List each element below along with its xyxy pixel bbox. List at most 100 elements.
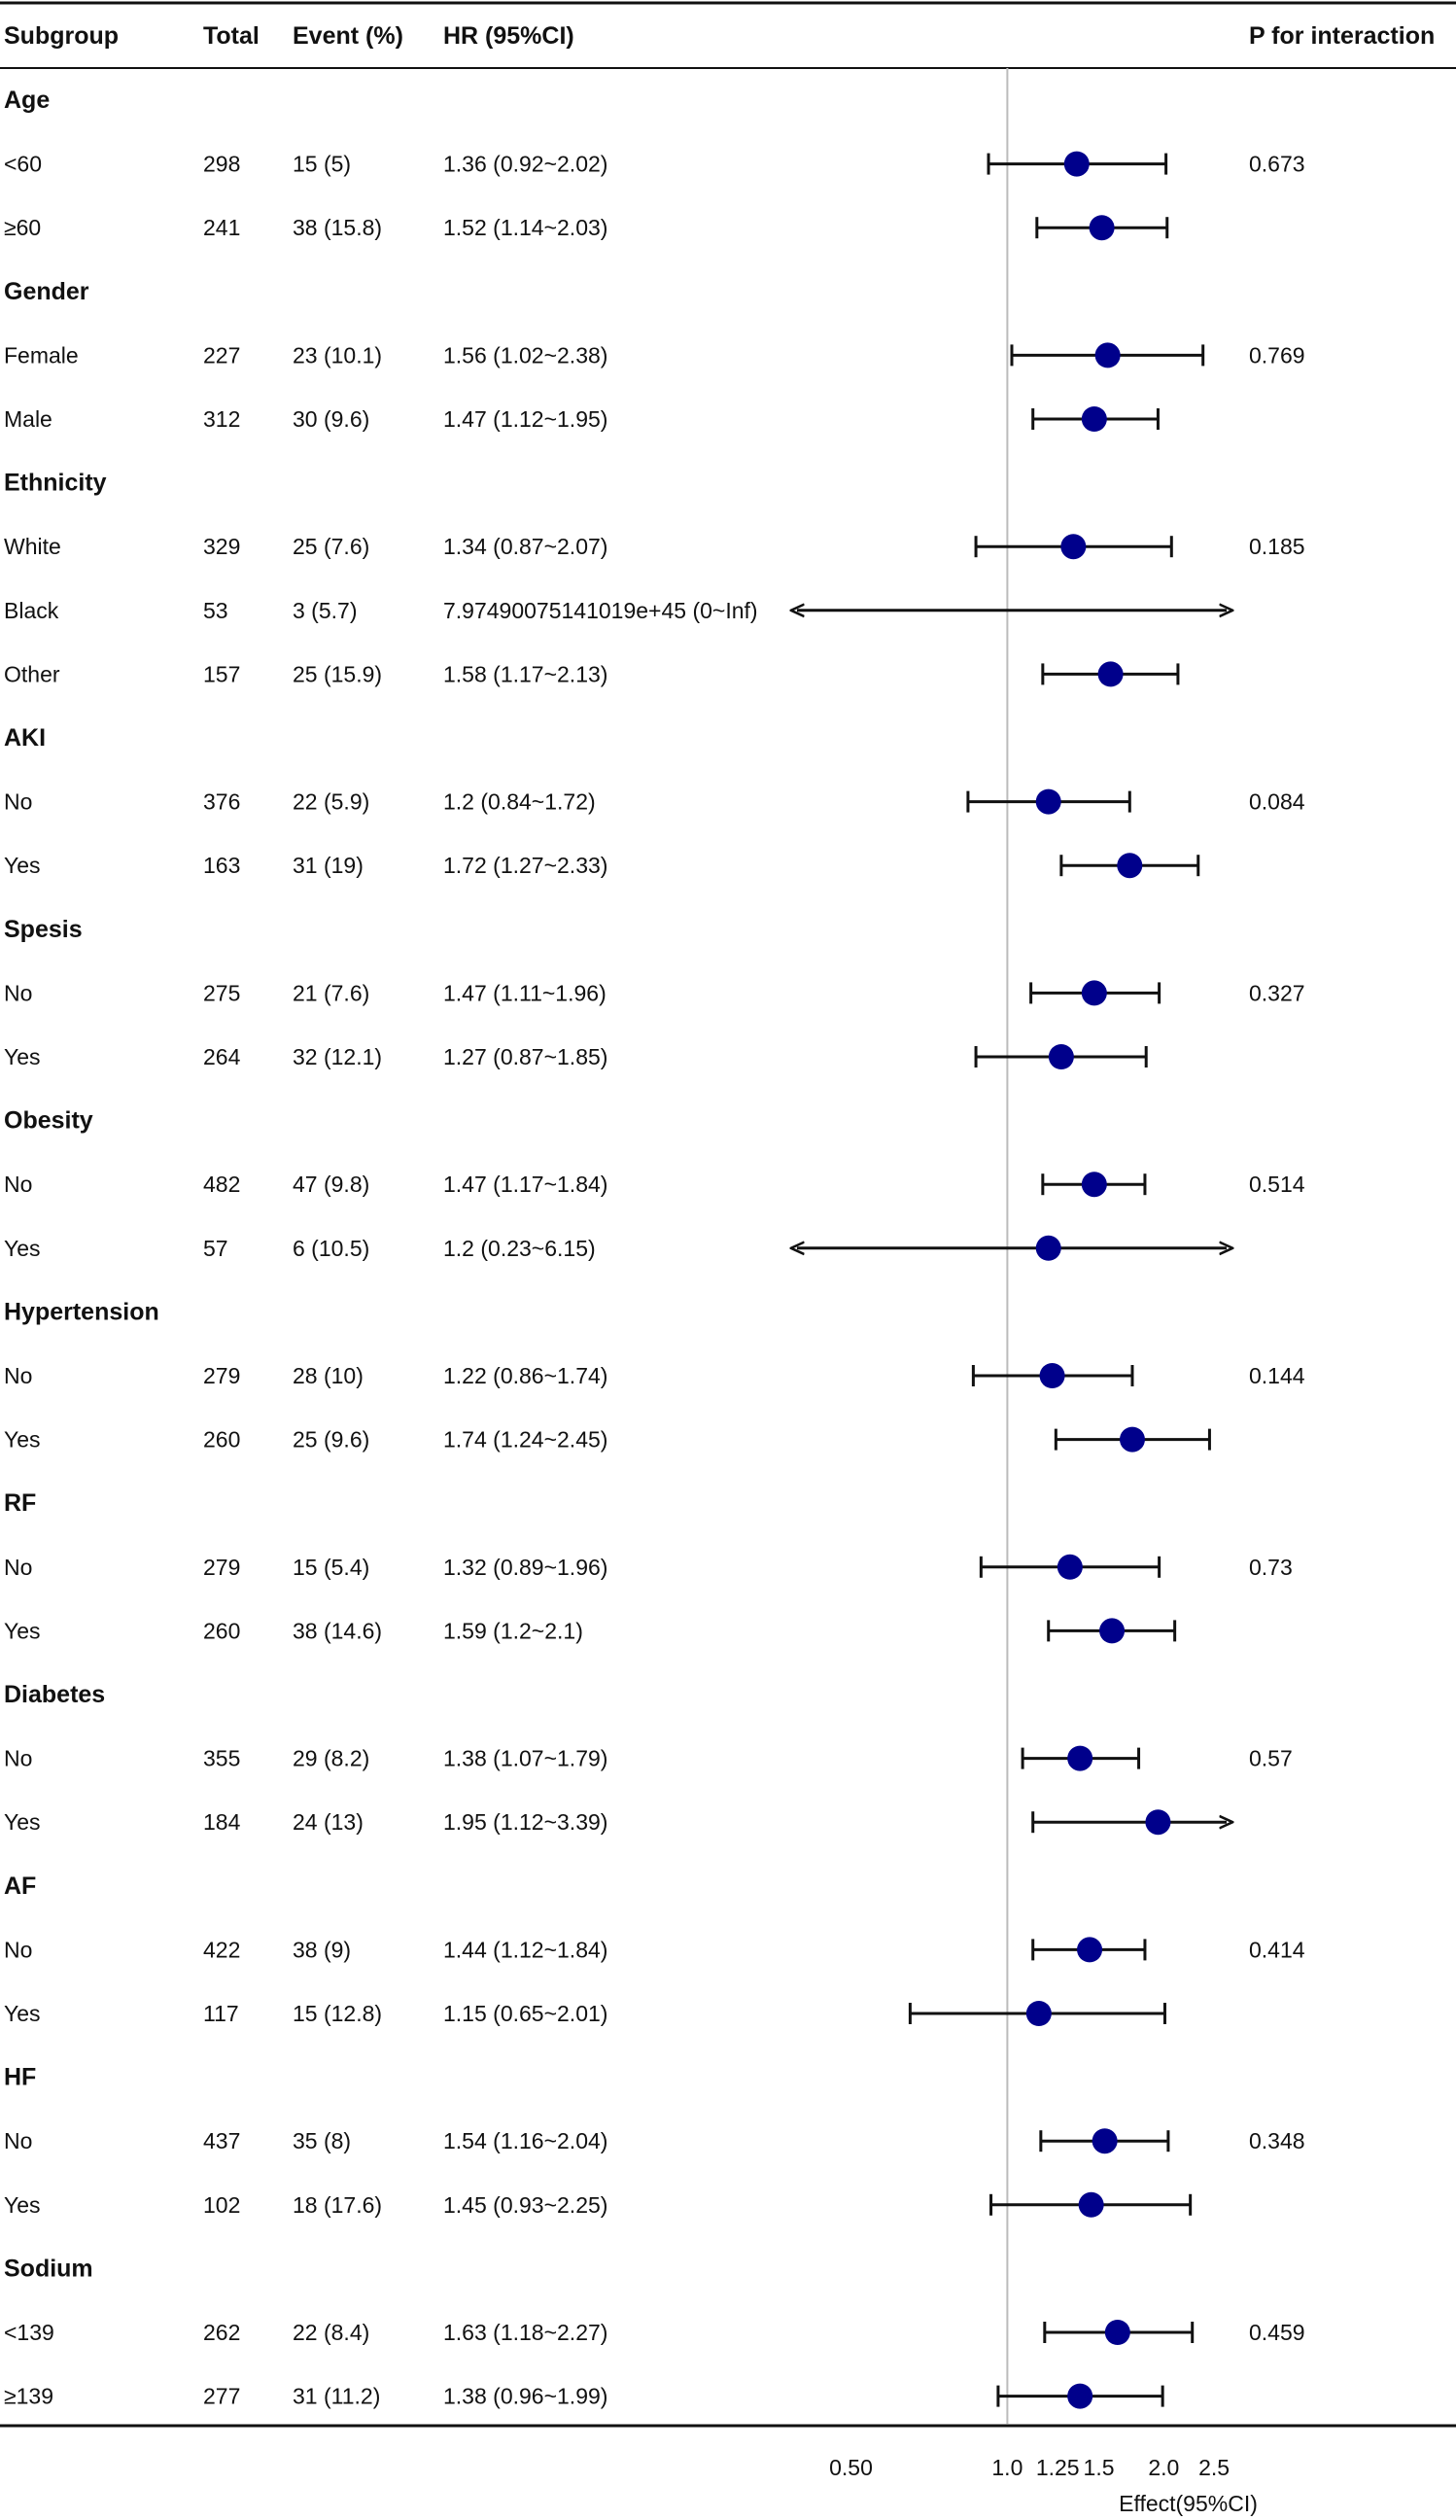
row-hr-text: 1.34 (0.87~2.07) (443, 534, 607, 559)
row-label: Yes (4, 1427, 41, 1452)
hr-point (1035, 788, 1061, 815)
p-interaction: 0.769 (1249, 342, 1305, 368)
group-label: Diabetes (4, 1681, 105, 1708)
row-label: Yes (4, 1044, 41, 1069)
x-tick-label: 1.0 (991, 2455, 1023, 2480)
hr-point (1057, 1554, 1083, 1580)
hr-point (1081, 1172, 1107, 1198)
hr-point (1089, 215, 1115, 241)
row-hr-text: 1.2 (0.23~6.15) (443, 1236, 596, 1261)
row-hr-text: 1.36 (0.92~2.02) (443, 152, 607, 177)
row-label: Yes (4, 2192, 41, 2218)
row-total: 279 (203, 1363, 240, 1388)
row-hr-text: 1.72 (1.27~2.33) (443, 853, 607, 878)
row-total: 117 (203, 2001, 239, 2026)
header-total: Total (203, 22, 260, 50)
row-event: 38 (9) (293, 1937, 351, 1962)
row-hr-text: 1.56 (1.02~2.38) (443, 342, 607, 368)
row-event: 15 (12.8) (293, 2001, 382, 2026)
row-label: ≥139 (4, 2384, 53, 2409)
group-label: Obesity (4, 1107, 93, 1135)
row-event: 38 (15.8) (293, 215, 382, 240)
row-hr-text: 1.27 (0.87~1.85) (443, 1044, 607, 1069)
row-hr-text: 1.44 (1.12~1.84) (443, 1937, 607, 1962)
p-interaction: 0.514 (1249, 1172, 1305, 1197)
row-label: Yes (4, 1618, 41, 1643)
group-label: Gender (4, 278, 89, 305)
row-total: 241 (203, 215, 240, 240)
row-label: Other (4, 661, 60, 686)
hr-point (1035, 1235, 1061, 1261)
hr-point (1067, 2383, 1093, 2409)
row-hr-text: 1.54 (1.16~2.04) (443, 2128, 607, 2153)
row-event: 23 (10.1) (293, 342, 382, 368)
hr-point (1067, 1745, 1093, 1771)
x-tick-label: 2.0 (1148, 2455, 1179, 2480)
x-axis-title: Effect(95%CI) (1119, 2491, 1258, 2516)
row-hr-text: 1.22 (0.86~1.74) (443, 1363, 607, 1388)
hr-point (1097, 661, 1124, 687)
row-event: 31 (19) (293, 853, 364, 878)
row-total: 184 (203, 1809, 241, 1835)
row-event: 31 (11.2) (293, 2384, 380, 2409)
p-interaction: 0.673 (1249, 152, 1305, 177)
hr-point (1145, 1809, 1171, 1836)
row-total: 277 (203, 2384, 240, 2409)
p-interaction: 0.185 (1249, 534, 1305, 559)
row-total: 260 (203, 1427, 240, 1452)
row-total: 264 (203, 1044, 241, 1069)
row-total: 275 (203, 980, 240, 1005)
row-label: No (4, 1746, 32, 1771)
hr-point (1119, 1426, 1145, 1452)
row-event: 24 (13) (293, 1809, 364, 1835)
hr-point (1092, 2128, 1118, 2154)
row-event: 22 (8.4) (293, 2320, 369, 2345)
row-total: 437 (203, 2128, 240, 2153)
row-event: 25 (9.6) (293, 1427, 369, 1452)
row-event: 28 (10) (293, 1363, 364, 1388)
row-hr-text: 1.32 (0.89~1.96) (443, 1555, 607, 1580)
row-label: Yes (4, 1236, 41, 1261)
row-label: Female (4, 342, 79, 368)
row-label: <60 (4, 152, 42, 177)
hr-point (1117, 853, 1143, 879)
row-hr-text: 1.15 (0.65~2.01) (443, 2001, 607, 2026)
x-tick-label: 0.50 (829, 2455, 873, 2480)
row-event: 38 (14.6) (293, 1618, 382, 1643)
row-total: 422 (203, 1937, 240, 1962)
group-label: Spesis (4, 916, 83, 943)
row-label: No (4, 1172, 32, 1197)
row-label: No (4, 980, 32, 1005)
group-label: Ethnicity (4, 470, 107, 497)
hr-point (1063, 151, 1090, 177)
row-total: 53 (203, 598, 228, 623)
hr-point (1039, 1363, 1065, 1388)
group-label: Sodium (4, 2255, 93, 2282)
row-label: No (4, 2128, 32, 2153)
row-event: 25 (15.9) (293, 661, 382, 686)
row-hr-text: 1.58 (1.17~2.13) (443, 661, 607, 686)
row-total: 355 (203, 1746, 240, 1771)
row-label: <139 (4, 2320, 54, 2345)
row-event: 35 (8) (293, 2128, 351, 2153)
row-event: 15 (5) (293, 152, 351, 177)
row-label: Male (4, 406, 52, 432)
hr-point (1025, 2001, 1052, 2026)
row-event: 22 (5.9) (293, 789, 369, 815)
row-total: 312 (203, 406, 240, 432)
x-tick-label: 2.5 (1198, 2455, 1230, 2480)
row-total: 262 (203, 2320, 240, 2345)
hr-point (1077, 1937, 1103, 1963)
p-interaction: 0.414 (1249, 1937, 1305, 1962)
row-hr-text: 1.38 (0.96~1.99) (443, 2384, 607, 2409)
row-label: Yes (4, 2001, 41, 2026)
group-label: RF (4, 1489, 36, 1517)
row-hr-text: 7.97490075141019e+45 (0~Inf) (443, 598, 758, 623)
row-event: 21 (7.6) (293, 980, 369, 1005)
row-total: 329 (203, 534, 240, 559)
group-label: AF (4, 1872, 36, 1900)
row-label: No (4, 789, 32, 815)
p-interaction: 0.348 (1249, 2128, 1305, 2153)
row-event: 29 (8.2) (293, 1746, 369, 1771)
group-label: HF (4, 2064, 36, 2091)
